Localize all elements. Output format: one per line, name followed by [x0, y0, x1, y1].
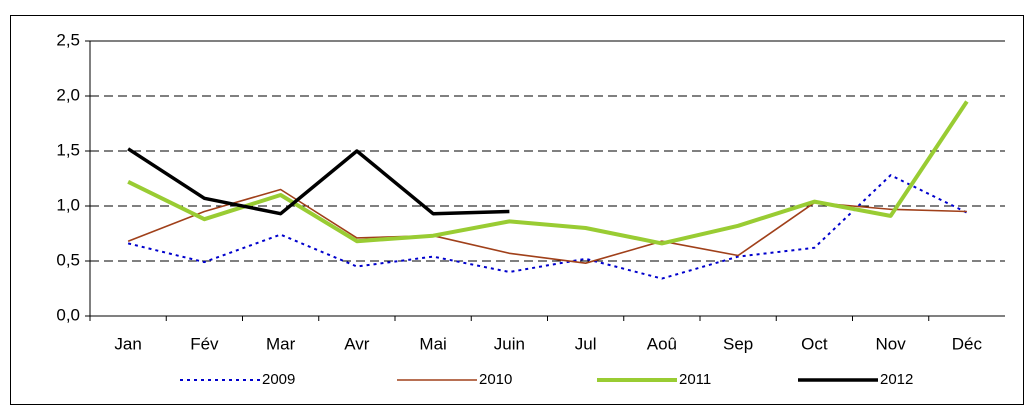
x-tick-label: Aoû: [647, 334, 677, 353]
y-tick-label: 0,5: [56, 250, 80, 269]
x-tick-label: Oct: [801, 334, 828, 353]
x-tick-label: Jul: [575, 334, 597, 353]
legend-label: 2009: [262, 371, 295, 388]
x-tick-label: Mai: [419, 334, 446, 353]
y-tick-label: 1,5: [56, 140, 80, 159]
series-line: [127, 174, 968, 280]
x-tick-label: Fév: [190, 334, 219, 353]
x-tick-label: Juin: [494, 334, 525, 353]
x-tick-label: Déc: [952, 334, 983, 353]
y-tick-label: 2,0: [56, 85, 80, 104]
legend-label: 2010: [479, 371, 512, 388]
x-tick-label: Sep: [723, 334, 753, 353]
x-tick-label: Nov: [876, 334, 907, 353]
y-tick-label: 0,0: [56, 305, 80, 324]
legend-label: 2012: [880, 371, 913, 388]
x-tick-label: Avr: [344, 334, 370, 353]
series-line: [127, 100, 969, 246]
x-tick-label: Jan: [114, 334, 141, 353]
y-tick-label: 1,0: [56, 195, 80, 214]
series-line: [127, 147, 510, 216]
legend-label: 2011: [679, 371, 711, 388]
x-tick-label: Mar: [266, 334, 296, 353]
y-tick-label: 2,5: [56, 30, 80, 49]
